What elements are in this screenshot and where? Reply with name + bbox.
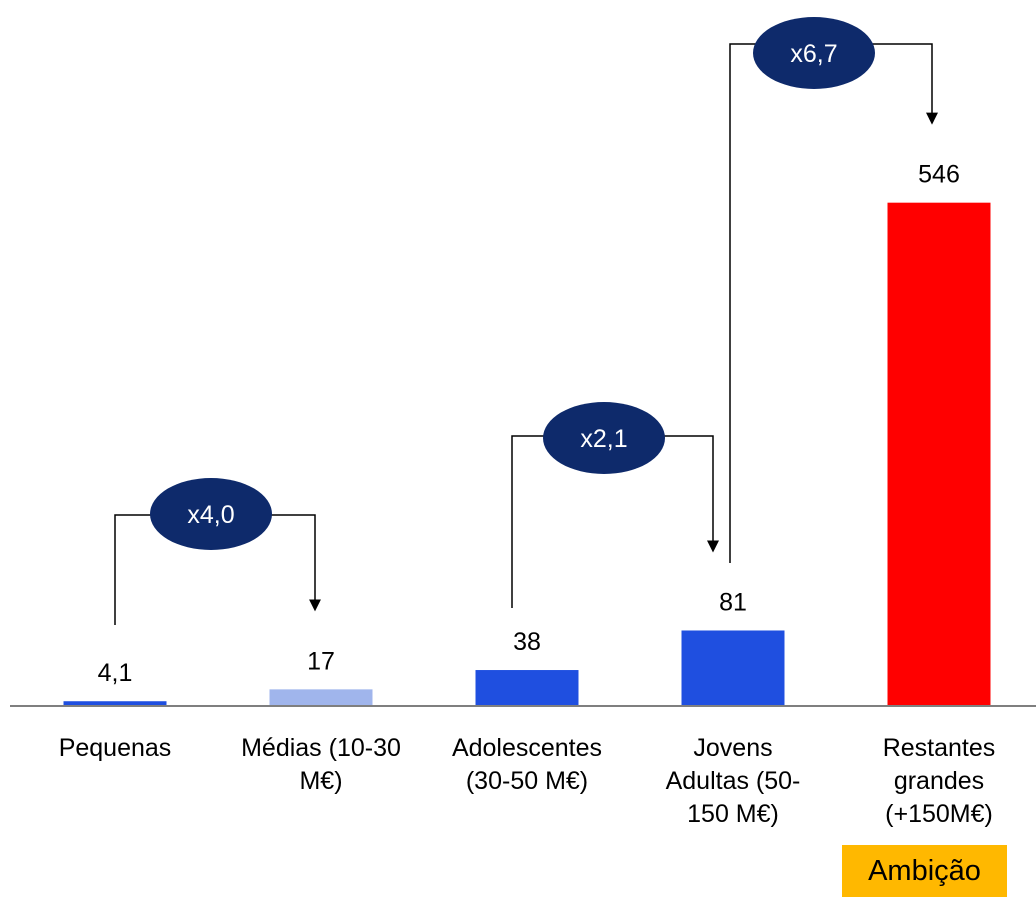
category-label-3-2: 150 M€): [687, 800, 779, 828]
category-label-1-1: M€): [299, 767, 342, 795]
category-label-3-1: Adultas (50-: [666, 767, 801, 795]
category-label-4-0: Restantes: [883, 734, 996, 762]
multiplier-ellipse-0: [150, 478, 272, 550]
multiplier-ellipse-1: [543, 402, 665, 474]
value-label-4: 546: [918, 161, 960, 189]
category-label-2-1: (30-50 M€): [466, 767, 588, 795]
multiplier-label-1: x2,1: [580, 425, 627, 453]
category-label-4-1: grandes: [894, 767, 984, 795]
value-label-3: 81: [719, 588, 747, 616]
value-label-0: 4,1: [98, 659, 133, 687]
bar-3: [681, 630, 785, 705]
bar-2: [475, 670, 579, 705]
bar-1: [269, 689, 373, 705]
bar-4: [887, 202, 991, 705]
value-label-1: 17: [307, 647, 335, 675]
category-label-1-0: Médias (10-30: [241, 734, 401, 762]
multiplier-ellipse-2: [753, 17, 875, 89]
category-label-3-0: Jovens: [693, 734, 772, 762]
value-label-2: 38: [513, 628, 541, 656]
multiplier-label-2: x6,7: [790, 40, 837, 68]
bar-0: [63, 701, 167, 705]
category-label-0-0: Pequenas: [59, 734, 172, 762]
ambicao-badge: Ambição: [842, 845, 1007, 897]
multiplier-label-0: x4,0: [187, 501, 234, 529]
category-label-4-2: (+150M€): [885, 800, 993, 828]
category-label-2-0: Adolescentes: [452, 734, 602, 762]
